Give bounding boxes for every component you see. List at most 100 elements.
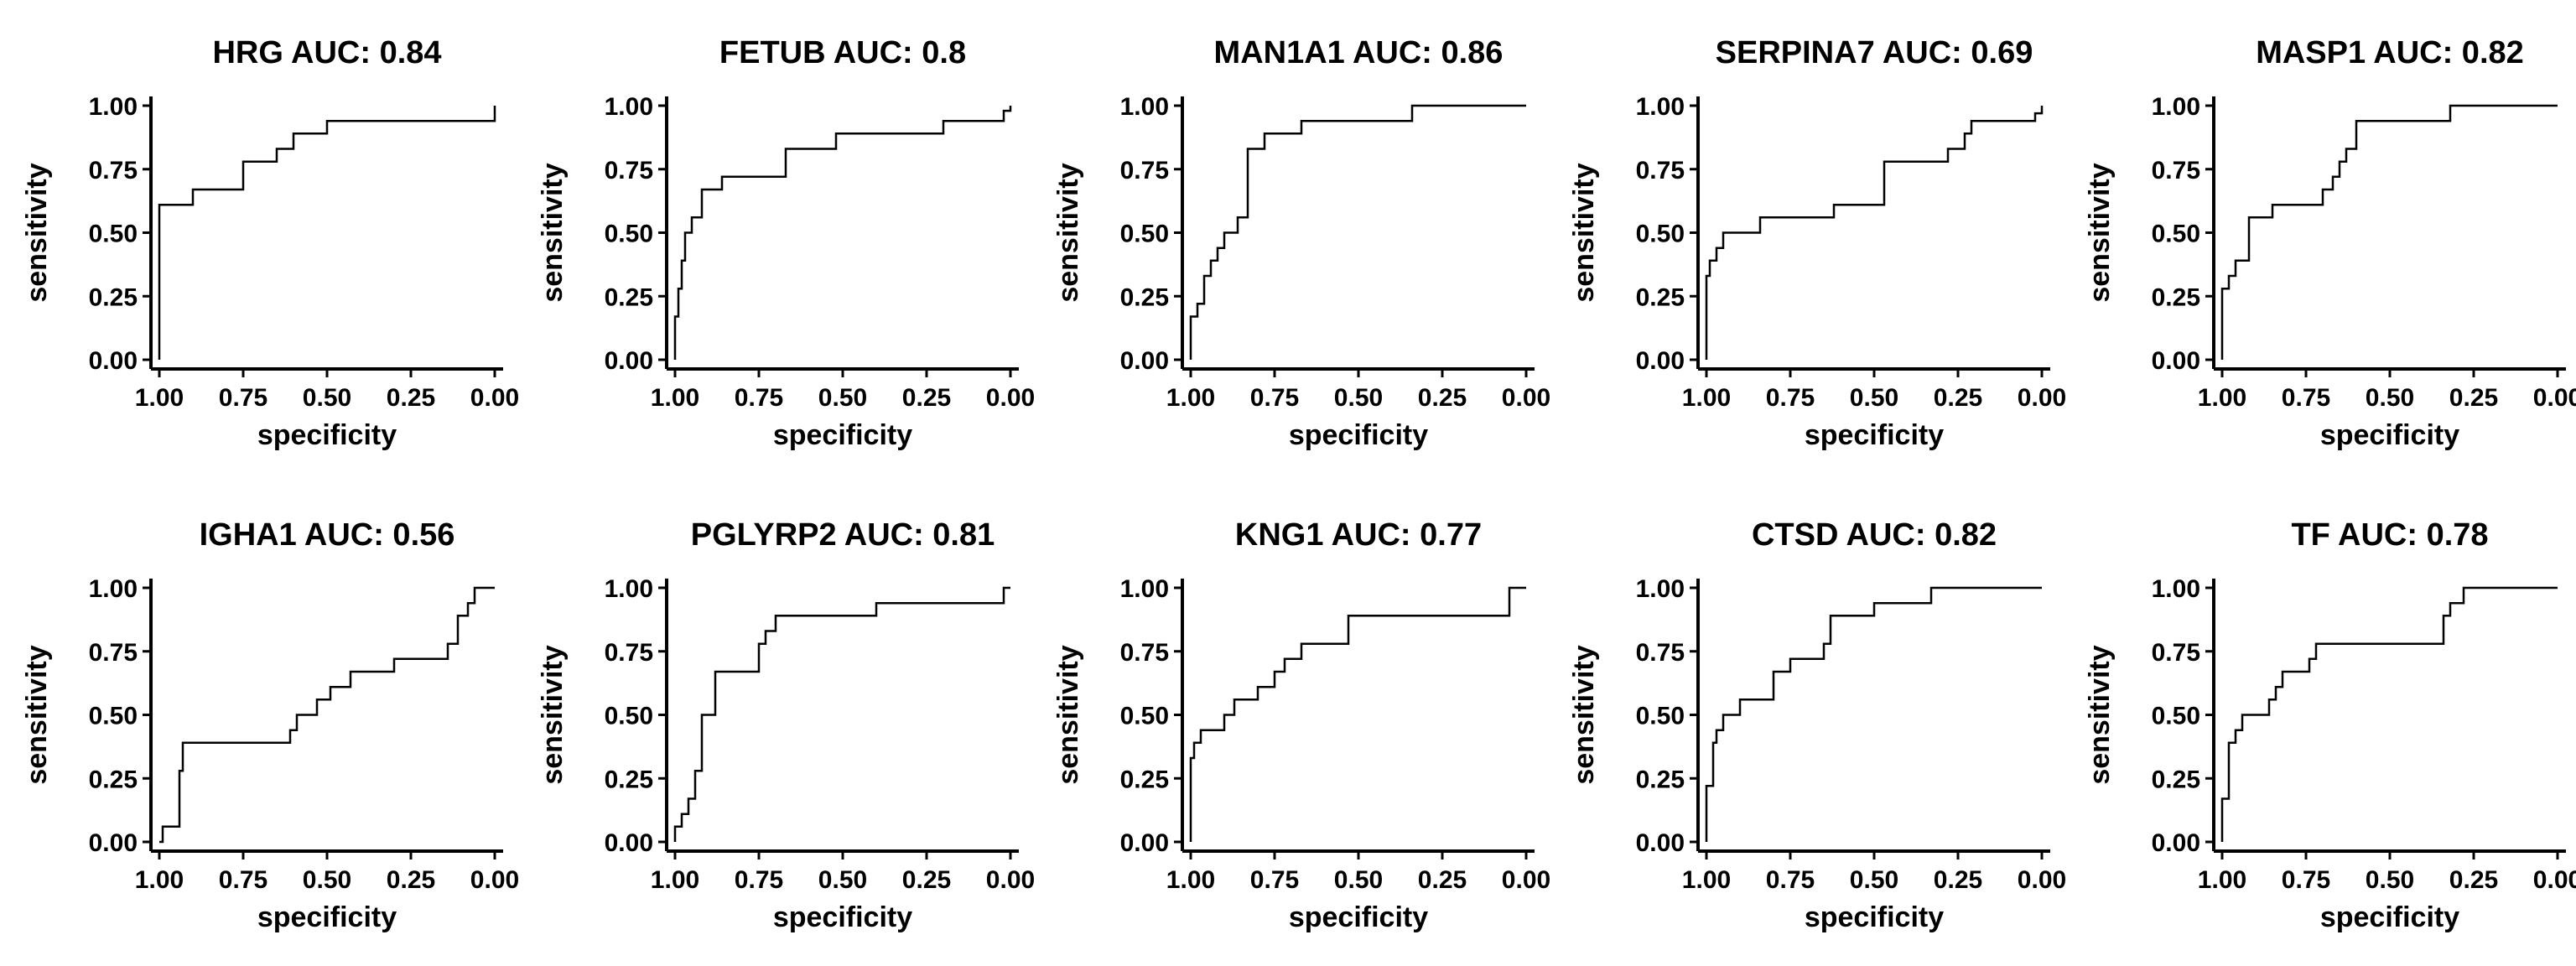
chart-title: MASP1 AUC: 0.82 xyxy=(2256,35,2524,70)
x-tick-label: 0.50 xyxy=(303,384,351,412)
x-tick-label: 1.00 xyxy=(2198,384,2246,412)
y-tick-label: 0.00 xyxy=(1636,347,1685,375)
y-tick-label: 0.00 xyxy=(1636,829,1685,857)
y-tick-label: 0.25 xyxy=(1636,766,1685,793)
x-axis-label: specificity xyxy=(2320,419,2459,451)
y-tick-label: 0.50 xyxy=(2152,221,2200,248)
chart-title: HRG AUC: 0.84 xyxy=(212,35,441,70)
x-tick-label: 1.00 xyxy=(1166,866,1215,894)
x-tick-label: 0.75 xyxy=(219,866,267,894)
x-tick-label: 0.25 xyxy=(387,384,435,412)
y-tick-label: 1.00 xyxy=(605,575,653,603)
y-tick-label: 1.00 xyxy=(1636,575,1685,603)
y-tick-label: 1.00 xyxy=(1120,575,1169,603)
y-tick-label: 1.00 xyxy=(605,93,653,121)
roc-curve xyxy=(1705,586,2042,842)
x-tick-label: 0.75 xyxy=(1250,384,1299,412)
y-tick-label: 0.25 xyxy=(605,283,653,311)
y-tick-label: 0.75 xyxy=(2152,157,2200,184)
y-tick-label: 0.25 xyxy=(2152,766,2200,793)
y-tick-label: 0.00 xyxy=(1120,829,1169,857)
chart-title: MAN1A1 AUC: 0.86 xyxy=(1214,35,1504,70)
y-tick-label: 1.00 xyxy=(2152,93,2200,121)
x-tick-label: 0.00 xyxy=(986,866,1035,894)
y-tick-label: 0.75 xyxy=(2152,639,2200,667)
chart-panel-ctsd: CTSD AUC: 0.82 0.00 0.25 0.50 0.75 1.00 1.00 0.… xyxy=(1568,517,2066,933)
y-tick-label: 0.00 xyxy=(89,829,138,857)
y-axis-label: sensitivity xyxy=(1568,645,1600,784)
y-axis-label: sensitivity xyxy=(1568,163,1600,302)
y-tick-label: 0.50 xyxy=(1636,703,1685,730)
roc-curve xyxy=(673,586,1010,842)
y-tick-label: 0.00 xyxy=(2152,347,2200,375)
chart-panel-hrg: HRG AUC: 0.84 0.00 0.25 0.50 0.75 1.00 1.00 0.7… xyxy=(21,35,519,451)
x-tick-label: 0.00 xyxy=(2533,866,2576,894)
x-tick-label: 1.00 xyxy=(651,384,699,412)
x-tick-label: 1.00 xyxy=(651,866,699,894)
x-tick-label: 0.75 xyxy=(2282,384,2330,412)
x-tick-label: 0.50 xyxy=(1850,384,1898,412)
x-axis-label: specificity xyxy=(2320,901,2459,933)
x-tick-label: 1.00 xyxy=(1682,384,1731,412)
x-axis-label: specificity xyxy=(1805,901,1944,933)
y-tick-label: 0.00 xyxy=(1120,347,1169,375)
x-tick-label: 0.75 xyxy=(1766,384,1815,412)
y-tick-label: 0.25 xyxy=(89,283,138,311)
y-tick-label: 1.00 xyxy=(1120,93,1169,121)
x-tick-label: 0.00 xyxy=(2533,384,2576,412)
y-tick-label: 0.50 xyxy=(2152,703,2200,730)
roc-curve xyxy=(2220,104,2558,360)
x-tick-label: 0.00 xyxy=(470,866,519,894)
x-tick-label: 0.75 xyxy=(2282,866,2330,894)
x-tick-label: 0.25 xyxy=(902,384,951,412)
x-tick-label: 0.00 xyxy=(2018,866,2066,894)
roc-curve xyxy=(159,586,495,844)
x-tick-label: 0.25 xyxy=(387,866,435,894)
chart-panel-fetub: FETUB AUC: 0.8 0.00 0.25 0.50 0.75 1.00 1.00 0.… xyxy=(537,35,1035,451)
y-axis-label: sensitivity xyxy=(1052,645,1084,784)
chart-title: CTSD AUC: 0.82 xyxy=(1752,517,1997,553)
chart-title: KNG1 AUC: 0.77 xyxy=(1235,517,1482,553)
y-tick-label: 0.25 xyxy=(1120,283,1169,311)
x-axis-label: specificity xyxy=(1805,419,1944,451)
x-tick-label: 0.75 xyxy=(1250,866,1299,894)
x-tick-label: 0.50 xyxy=(1334,866,1383,894)
x-tick-label: 0.00 xyxy=(470,384,519,412)
x-tick-label: 1.00 xyxy=(135,866,184,894)
x-tick-label: 0.75 xyxy=(1766,866,1815,894)
y-tick-label: 0.00 xyxy=(89,347,138,375)
x-axis-label: specificity xyxy=(257,419,397,451)
x-tick-label: 0.25 xyxy=(1934,866,1982,894)
y-tick-label: 0.00 xyxy=(2152,829,2200,857)
x-tick-label: 0.00 xyxy=(1502,384,1550,412)
y-axis-label: sensitivity xyxy=(2084,645,2116,784)
x-tick-label: 0.50 xyxy=(818,866,867,894)
x-axis-label: specificity xyxy=(257,901,397,933)
x-tick-label: 0.25 xyxy=(2449,384,2498,412)
y-tick-label: 1.00 xyxy=(89,93,138,121)
x-tick-label: 0.75 xyxy=(735,384,783,412)
chart-panel-masp1: MASP1 AUC: 0.82 0.00 0.25 0.50 0.75 1.00 1.00 0… xyxy=(2084,35,2576,451)
y-tick-label: 0.75 xyxy=(1636,157,1685,184)
chart-panel-igha1: IGHA1 AUC: 0.56 0.00 0.25 0.50 0.75 1.00 1.00 0… xyxy=(21,517,519,933)
y-tick-label: 0.25 xyxy=(1120,766,1169,793)
x-tick-label: 0.50 xyxy=(818,384,867,412)
y-tick-label: 0.75 xyxy=(605,157,653,184)
roc-curve xyxy=(1189,104,1526,360)
roc-curve xyxy=(673,106,1012,360)
x-tick-label: 1.00 xyxy=(135,384,184,412)
chart-panel-man1a1: MAN1A1 AUC: 0.86 0.00 0.25 0.50 0.75 1.00 1.00… xyxy=(1052,35,1550,451)
x-tick-label: 0.25 xyxy=(1418,384,1467,412)
y-tick-label: 0.25 xyxy=(2152,283,2200,311)
x-tick-label: 0.50 xyxy=(303,866,351,894)
x-tick-label: 0.50 xyxy=(1850,866,1898,894)
x-axis-label: specificity xyxy=(1289,901,1428,933)
x-tick-label: 0.25 xyxy=(2449,866,2498,894)
x-tick-label: 1.00 xyxy=(1166,384,1215,412)
chart-title: SERPINA7 AUC: 0.69 xyxy=(1716,35,2033,70)
x-axis-label: specificity xyxy=(773,419,912,451)
roc-curve xyxy=(2220,586,2558,842)
x-tick-label: 0.25 xyxy=(1934,384,1982,412)
y-axis-label: sensitivity xyxy=(2084,163,2116,302)
